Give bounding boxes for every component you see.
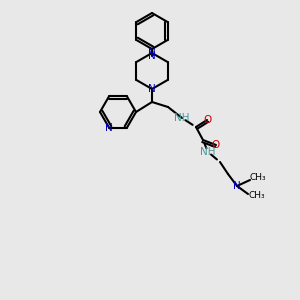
Text: CH₃: CH₃ [250,173,266,182]
Text: NH: NH [174,113,190,123]
Text: NH: NH [200,147,216,157]
Text: O: O [203,115,211,125]
Text: N: N [233,181,241,191]
Text: CH₃: CH₃ [249,191,265,200]
Text: N: N [105,123,113,133]
Text: N: N [148,51,156,61]
Text: O: O [212,140,220,150]
Text: N: N [148,48,156,58]
Text: N: N [148,84,156,94]
